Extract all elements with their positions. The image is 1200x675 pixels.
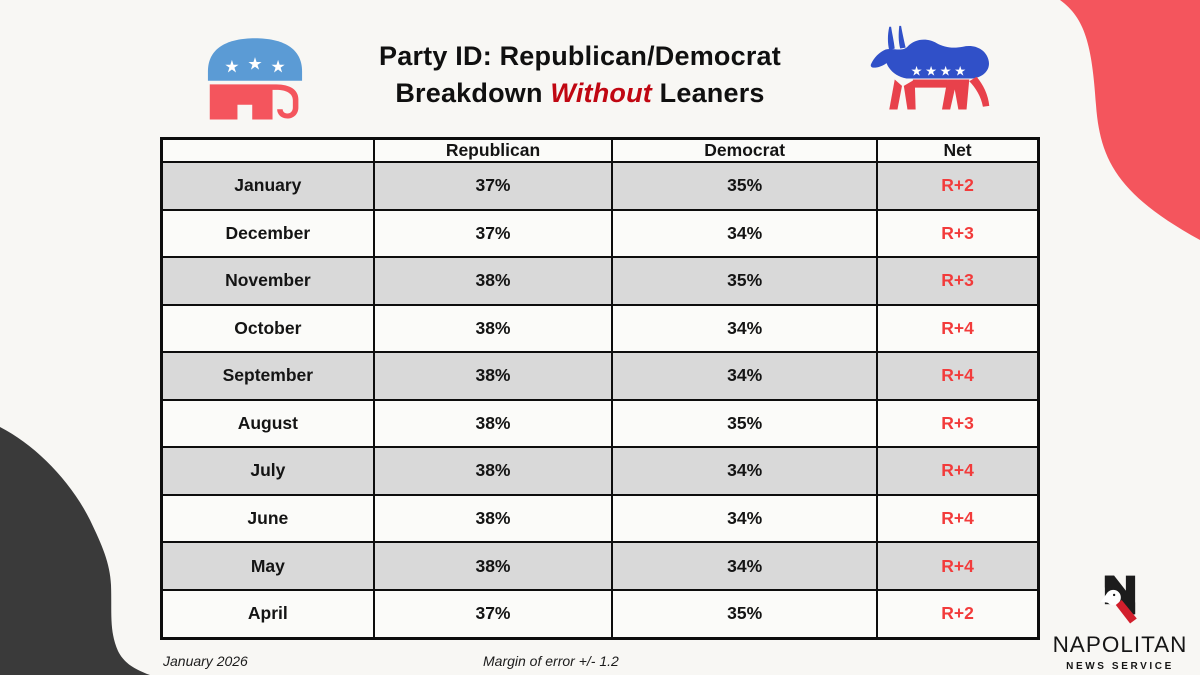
net-value: R+3 <box>876 398 1040 449</box>
democrat-donkey-icon <box>870 25 990 110</box>
brand-tagline: NEWS SERVICE <box>1066 661 1174 672</box>
table-row: August 38% 35% R+3 <box>160 398 1040 449</box>
table-row: April 37% 35% R+2 <box>160 588 1040 640</box>
table-row: December 37% 34% R+3 <box>160 208 1040 259</box>
table-header-net: Net <box>876 137 1040 163</box>
net-value: R+4 <box>876 351 1040 401</box>
month-cell: August <box>160 398 375 449</box>
party-id-table: Republican Democrat Net January 37% 35% … <box>160 137 1040 640</box>
democrat-value: 34% <box>611 351 879 401</box>
democrat-value: 34% <box>611 446 879 496</box>
table-row: July 38% 34% R+4 <box>160 446 1040 496</box>
month-cell: June <box>160 493 375 544</box>
table-row: January 37% 35% R+2 <box>160 161 1040 211</box>
net-value: R+4 <box>876 303 1040 354</box>
republican-value: 37% <box>372 161 614 211</box>
net-value: R+2 <box>876 161 1040 211</box>
democrat-value: 34% <box>611 208 879 259</box>
table-row: September 38% 34% R+4 <box>160 351 1040 401</box>
democrat-value: 35% <box>611 161 879 211</box>
table-row: June 38% 34% R+4 <box>160 493 1040 544</box>
democrat-value: 35% <box>611 256 879 306</box>
month-cell: May <box>160 541 375 591</box>
republican-value: 38% <box>372 303 614 354</box>
table-row: May 38% 34% R+4 <box>160 541 1040 591</box>
table-header-row: Republican Democrat Net <box>160 137 1040 163</box>
republican-value: 38% <box>372 256 614 306</box>
napolitan-eagle-n-icon <box>1100 575 1137 624</box>
month-cell: July <box>160 446 375 496</box>
republican-value: 38% <box>372 351 614 401</box>
date-footnote: January 2026 <box>163 653 248 669</box>
title-line1: Party ID: Republican/Democrat <box>379 41 781 71</box>
republican-elephant-icon <box>207 38 303 120</box>
republican-value: 38% <box>372 541 614 591</box>
brand-wordmark: NAPOLITAN <box>1052 632 1188 657</box>
month-cell: November <box>160 256 375 306</box>
net-value: R+4 <box>876 446 1040 496</box>
republican-value: 38% <box>372 493 614 544</box>
republican-value: 38% <box>372 398 614 449</box>
month-cell: December <box>160 208 375 259</box>
democrat-value: 34% <box>611 541 879 591</box>
table-header-democrat: Democrat <box>611 137 879 163</box>
table-header-month <box>160 137 375 163</box>
month-cell: January <box>160 161 375 211</box>
brand-block: NAPOLITAN NEWS SERVICE <box>1046 575 1194 672</box>
table-row: October 38% 34% R+4 <box>160 303 1040 354</box>
table-header-republican: Republican <box>372 137 614 163</box>
net-value: R+3 <box>876 256 1040 306</box>
title-line2-suffix: Leaners <box>651 78 765 108</box>
democrat-value: 35% <box>611 588 879 640</box>
month-cell: April <box>160 588 375 640</box>
month-cell: September <box>160 351 375 401</box>
title-line2-prefix: Breakdown <box>395 78 551 108</box>
black-corner-blob <box>0 427 150 675</box>
democrat-value: 34% <box>611 303 879 354</box>
net-value: R+2 <box>876 588 1040 640</box>
margin-of-error-footnote: Margin of error +/- 1.2 <box>483 653 619 669</box>
democrat-value: 35% <box>611 398 879 449</box>
month-cell: October <box>160 303 375 354</box>
republican-value: 38% <box>372 446 614 496</box>
republican-value: 37% <box>372 588 614 640</box>
title-highlight: Without <box>550 78 652 108</box>
page-title: Party ID: Republican/Democrat Breakdown … <box>330 38 830 112</box>
net-value: R+3 <box>876 208 1040 259</box>
net-value: R+4 <box>876 493 1040 544</box>
net-value: R+4 <box>876 541 1040 591</box>
table-row: November 38% 35% R+3 <box>160 256 1040 306</box>
republican-value: 37% <box>372 208 614 259</box>
red-corner-blob <box>1060 0 1200 240</box>
democrat-value: 34% <box>611 493 879 544</box>
